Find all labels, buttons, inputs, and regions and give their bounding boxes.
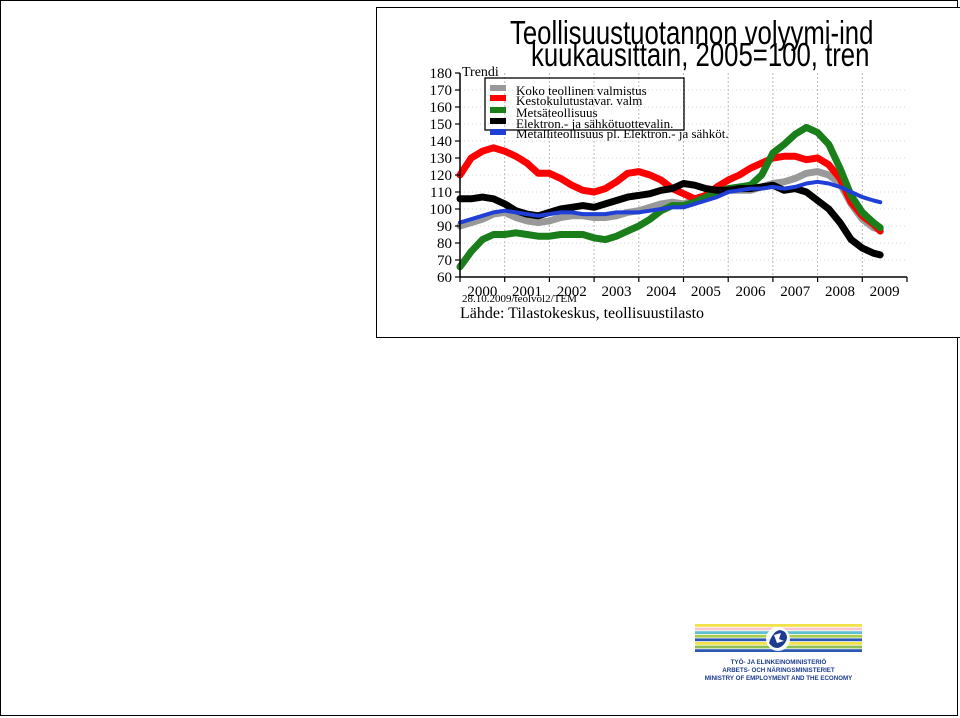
x-tick-label: 2000: [467, 284, 497, 300]
legend-label-3: Metsäteollisuus: [516, 105, 598, 120]
legend-swatch-2: [490, 95, 506, 101]
legend-swatch-1: [490, 85, 506, 91]
x-tick-label: 2002: [557, 284, 587, 300]
x-tick-label: 2006: [736, 284, 767, 300]
y-tick-label: 160: [430, 100, 453, 116]
legend-label-5: Metalliteollisuus pl. Elektron.- ja sähk…: [516, 126, 729, 141]
x-tick-label: 2005: [691, 284, 721, 300]
source-note: Lähde: Tilastokeskus, teollisuustilasto: [460, 305, 705, 322]
legend-swatch-3: [490, 107, 506, 113]
ministry-logo: TYÖ- JA ELINKEINOMINISTERIÖ ARBETS- OCH …: [695, 624, 862, 682]
y-tick-label: 130: [430, 151, 453, 167]
x-tick-label: 2001: [512, 284, 542, 300]
y-tick-label: 180: [430, 66, 453, 82]
x-tick-label: 2008: [825, 284, 855, 300]
y-tick-label: 150: [430, 117, 453, 133]
chart-panel: [376, 7, 960, 338]
slide-title-line-1: Teollisuustuotannon volyymi-ind: [510, 14, 874, 51]
legend-label-1: Koko teollinen valmistus: [516, 83, 647, 98]
y-tick-label: 170: [430, 83, 453, 99]
x-tick-label: 2004: [646, 284, 677, 300]
x-tick-label: 2009: [870, 284, 900, 300]
legend-label-4: Elektron.- ja sähkötuottevalin.: [516, 116, 673, 131]
y-tick-label: 110: [430, 185, 452, 201]
series-layer: [456, 123, 884, 271]
footer-code: 28.10.2009/teolvol2/TEM: [462, 293, 577, 305]
y-tick-label: 90: [437, 219, 452, 235]
y-tick-label: 80: [437, 236, 452, 252]
y-tick-label: 60: [437, 270, 452, 286]
series-line-5: [458, 179, 883, 225]
x-tick-label: 2003: [601, 284, 631, 300]
slide-title-line-2: kuukausittain, 2005=100, tren: [531, 36, 870, 73]
logo-text-fi: TYÖ- JA ELINKEINOMINISTERIÖ: [731, 659, 827, 666]
legend-label-2: Kestokulutustavar. valm: [516, 93, 642, 108]
logo-text-sv: ARBETS- OCH NÄRINGSMINISTERIET: [722, 667, 835, 674]
y-tick-label: 120: [430, 168, 453, 184]
y-axis-label: Trendi: [462, 65, 499, 80]
legend-box: [484, 77, 685, 131]
legend-swatch-4: [490, 118, 506, 124]
y-tick-label: 70: [437, 253, 452, 269]
logo-stripe: [695, 624, 862, 627]
legend-swatch-5: [490, 129, 506, 135]
legend-layer: Koko teollinen valmistusKestokulutustava…: [490, 83, 729, 141]
y-tick-label: 140: [430, 134, 453, 150]
finland-lion-emblem-icon: [766, 627, 790, 651]
logo-text-en: MINISTRY OF EMPLOYMENT AND THE ECONOMY: [705, 675, 853, 682]
y-tick-label: 100: [430, 202, 453, 218]
x-tick-label: 2007: [780, 284, 811, 300]
